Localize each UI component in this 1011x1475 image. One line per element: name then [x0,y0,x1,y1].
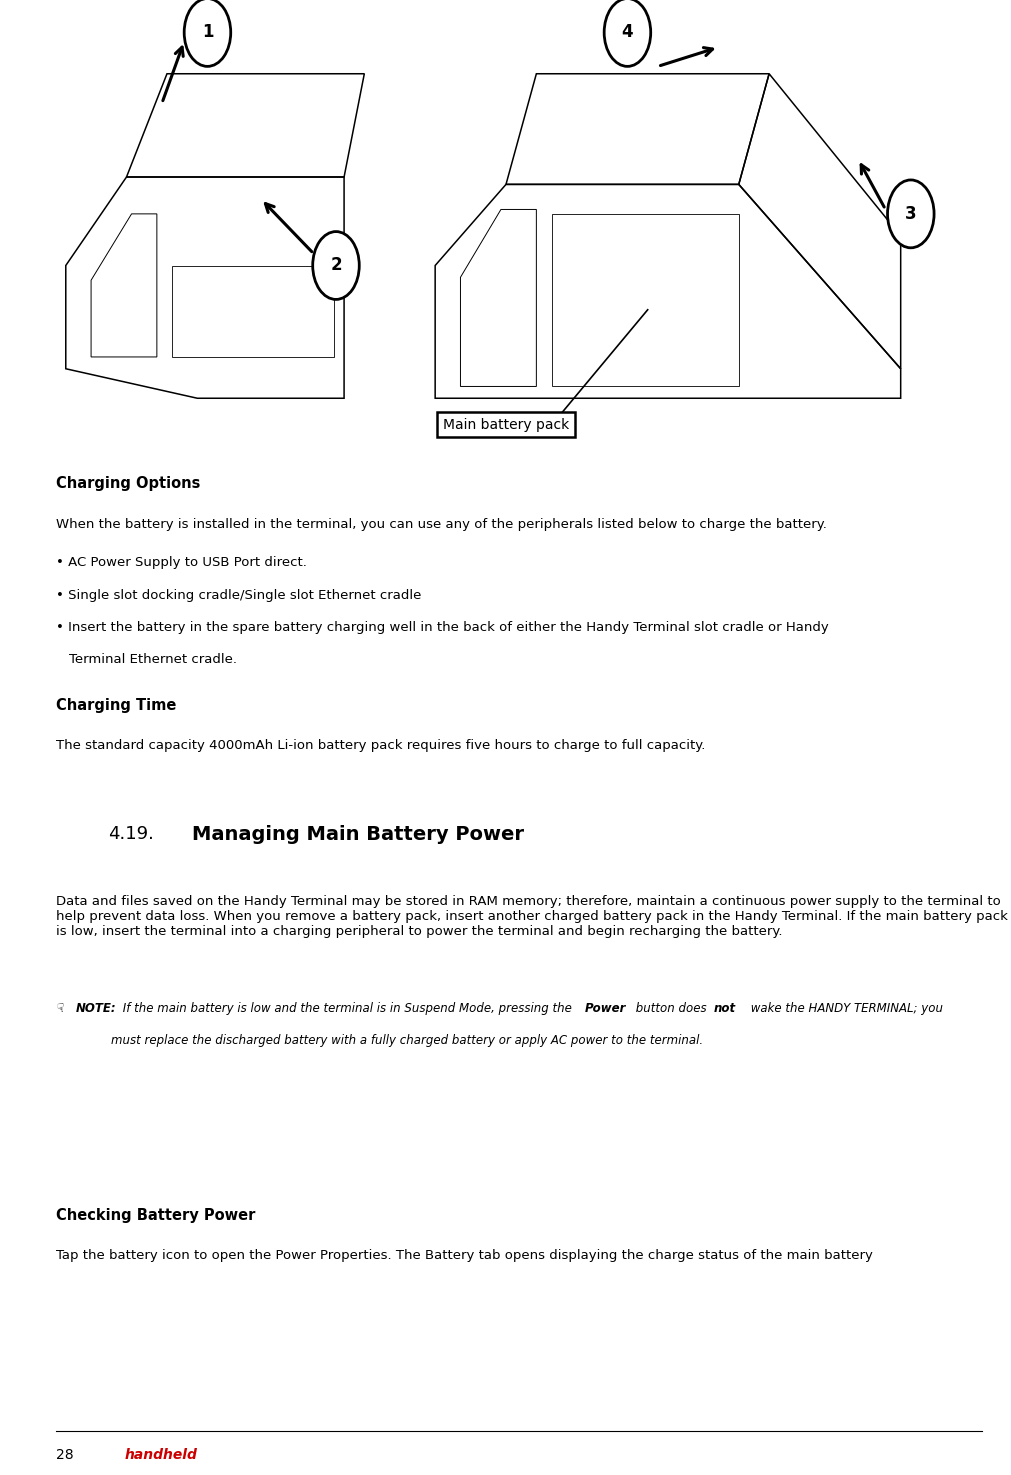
Text: • Insert the battery in the spare battery charging well in the back of either th: • Insert the battery in the spare batter… [56,621,828,634]
Text: Checking Battery Power: Checking Battery Power [56,1208,255,1223]
Text: must replace the discharged battery with a fully charged battery or apply AC pow: must replace the discharged battery with… [111,1034,703,1047]
Circle shape [604,0,650,66]
Text: 4: 4 [621,24,633,41]
Text: handheld: handheld [124,1448,197,1462]
Circle shape [312,232,359,299]
Text: Charging Options: Charging Options [56,476,200,491]
Text: Data and files saved on the Handy Terminal may be stored in RAM memory; therefor: Data and files saved on the Handy Termin… [56,895,1007,938]
Text: • Single slot docking cradle/Single slot Ethernet cradle: • Single slot docking cradle/Single slot… [56,589,421,602]
Text: Tap the battery icon to open the Power Properties. The Battery tab opens display: Tap the battery icon to open the Power P… [56,1249,871,1263]
Text: wake the HANDY TERMINAL; you: wake the HANDY TERMINAL; you [746,1002,942,1015]
Text: • AC Power Supply to USB Port direct.: • AC Power Supply to USB Port direct. [56,556,306,569]
Text: 2: 2 [330,257,342,274]
Text: button does: button does [632,1002,710,1015]
Text: NOTE:: NOTE: [76,1002,116,1015]
Text: The standard capacity 4000mAh Li-ion battery pack requires five hours to charge : The standard capacity 4000mAh Li-ion bat… [56,739,705,752]
Text: Managing Main Battery Power: Managing Main Battery Power [192,825,524,844]
Text: Main battery pack: Main battery pack [443,417,568,432]
Text: ☟: ☟ [56,1002,63,1015]
Text: If the main battery is low and the terminal is in Suspend Mode, pressing the: If the main battery is low and the termi… [119,1002,575,1015]
Text: 1: 1 [201,24,213,41]
Text: Charging Time: Charging Time [56,698,176,712]
Circle shape [184,0,231,66]
Text: Terminal Ethernet cradle.: Terminal Ethernet cradle. [69,653,237,667]
Circle shape [887,180,933,248]
Text: When the battery is installed in the terminal, you can use any of the peripheral: When the battery is installed in the ter… [56,518,826,531]
Text: 3: 3 [904,205,916,223]
Text: Power: Power [584,1002,626,1015]
Text: 28: 28 [56,1448,73,1462]
Text: not: not [713,1002,735,1015]
Text: 4.19.: 4.19. [108,825,154,842]
